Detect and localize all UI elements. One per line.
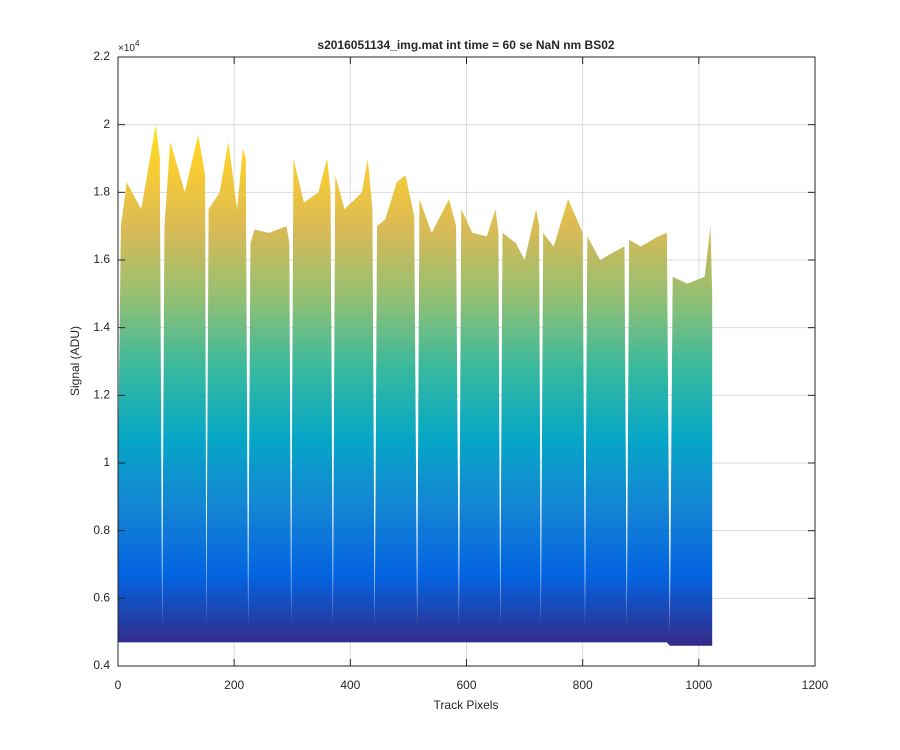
signal-area xyxy=(118,124,713,646)
y-tick-label: 0.8 xyxy=(93,523,110,537)
multiplier-base: ×10 xyxy=(118,43,135,54)
y-tick-label: 2 xyxy=(103,117,110,131)
y-tick-label: 0.6 xyxy=(93,591,110,605)
x-tick-label: 600 xyxy=(456,678,476,692)
y-tick-label: 1 xyxy=(103,455,110,469)
y-axis-label: Signal (ADU) xyxy=(68,326,82,396)
x-tick-label: 200 xyxy=(224,678,244,692)
y-multiplier: ×104 xyxy=(118,39,140,54)
y-tick-label: 1.8 xyxy=(93,185,110,199)
x-tick-label: 800 xyxy=(573,678,593,692)
multiplier-exponent: 4 xyxy=(135,39,140,48)
x-tick-label: 400 xyxy=(340,678,360,692)
y-tick-label: 2.2 xyxy=(93,49,110,63)
y-tick-label: 1.2 xyxy=(93,388,110,402)
chart-title: s2016051134_img.mat int time = 60 se NaN… xyxy=(317,38,614,52)
y-tick-label: 1.4 xyxy=(93,320,110,334)
y-tick-label: 1.6 xyxy=(93,252,110,266)
y-tick-label: 0.4 xyxy=(93,658,110,672)
x-tick-label: 0 xyxy=(115,678,122,692)
x-tick-label: 1000 xyxy=(685,678,712,692)
x-tick-label: 1200 xyxy=(802,678,829,692)
x-axis-label: Track Pixels xyxy=(434,698,499,712)
